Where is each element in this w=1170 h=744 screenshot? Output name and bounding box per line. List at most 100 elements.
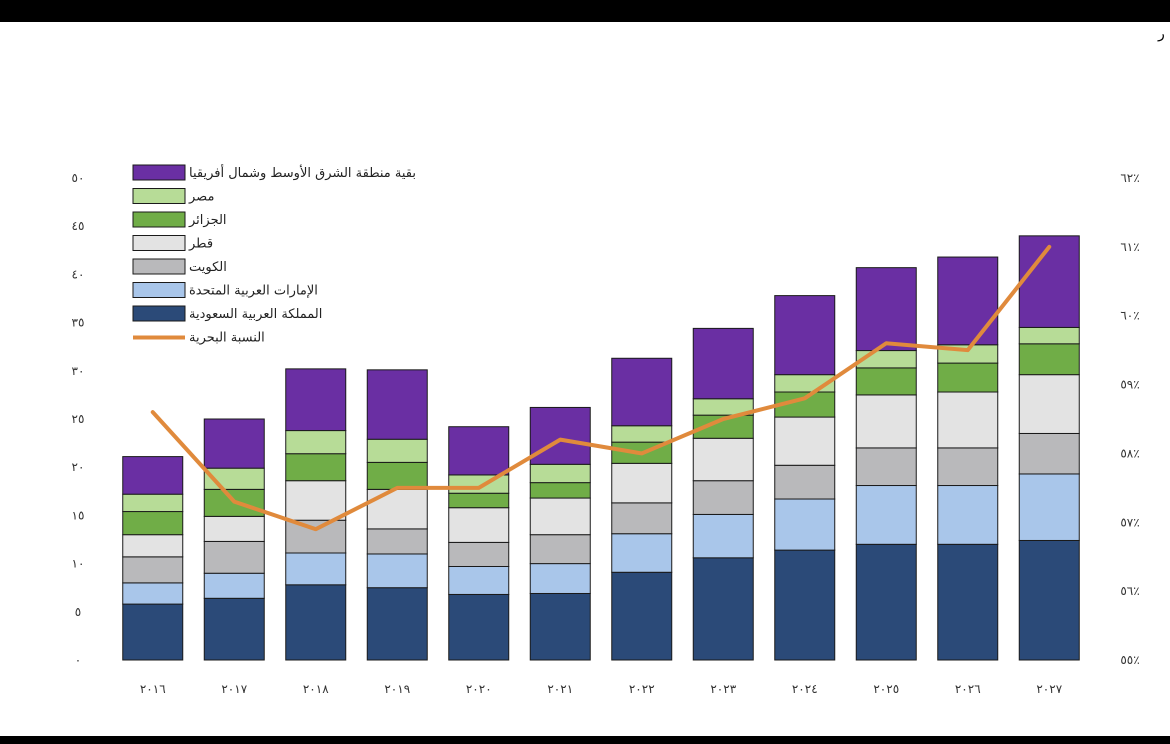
bar-segment (1018, 432, 1080, 475)
bar-segment (366, 587, 428, 661)
bar-segment (203, 597, 265, 661)
bar-segment (1018, 326, 1080, 345)
legend-swatch (132, 305, 186, 322)
x-tick-label: ٢٠٢٦ (955, 682, 981, 696)
y-tick-label: ٤٥ (72, 219, 85, 233)
y-tick-label: ٢٠ (72, 460, 85, 474)
bar-segment (529, 592, 591, 661)
line-path (150, 244, 1052, 532)
sea-share-line-series (150, 244, 1052, 532)
legend-label: بقية منطقة الشرق الأوسط وشمال أفريقيا (189, 164, 416, 181)
bar-segment (203, 540, 265, 574)
bar-segment (529, 463, 591, 484)
x-tick-label: ٢٠١٧ (221, 682, 247, 696)
bar-segment (611, 462, 673, 504)
bar-segment (203, 515, 265, 542)
legend-swatch (132, 258, 186, 275)
bar-segment (366, 369, 428, 440)
y-tick-label: ١٠ (72, 557, 85, 571)
bar-segment (1018, 235, 1080, 328)
bar-segment (611, 357, 673, 427)
legend: بقية منطقة الشرق الأوسط وشمال أفريقيا مصر… (132, 164, 416, 346)
bar-segment (529, 534, 591, 565)
bar-segment (774, 498, 836, 551)
y2-tick-label: ٥٧٪ (1120, 515, 1139, 529)
bar-segment (448, 593, 510, 661)
x-tick-label: ٢٠٢٧ (1036, 682, 1062, 696)
bar-segment (937, 543, 999, 661)
y-tick-label: ٤٠ (72, 267, 85, 281)
bar-segment (1018, 539, 1080, 661)
bar-segment (937, 391, 999, 449)
y-tick-label: ٠ (75, 653, 81, 667)
y2-tick-label: ٥٩٪ (1120, 378, 1139, 392)
y2-tick-label: ٦٠٪ (1120, 309, 1139, 323)
x-tick-label: ٢٠٢٠ (466, 682, 492, 696)
corner-glyph: ر (1158, 26, 1165, 42)
y2-tick-label: ٥٨٪ (1120, 446, 1139, 460)
bar-segment (285, 552, 347, 586)
y-tick-label: ٢٥ (72, 412, 85, 426)
bar-segment (529, 563, 591, 594)
bar-segment (855, 394, 917, 449)
bar-segment (448, 565, 510, 595)
bar-segment (122, 556, 184, 584)
bar-segment (611, 533, 673, 573)
bar-segment (448, 541, 510, 567)
bar-segment (285, 453, 347, 482)
legend-swatch (132, 211, 186, 228)
right-y-axis: ٥٥٪ ٥٦٪ ٥٧٪ ٥٨٪ ٥٩٪ ٦٠٪ ٦١٪ ٦٢٪ (1120, 171, 1139, 667)
bar-segment (285, 430, 347, 455)
bar-segment (855, 447, 917, 487)
bar-segment (692, 480, 754, 515)
bar-segment (285, 584, 347, 661)
x-tick-label: ٢٠٢١ (547, 682, 573, 696)
bar-segment (285, 480, 347, 521)
bar-segment (122, 456, 184, 495)
bar-segment (529, 406, 591, 465)
bar-segment (937, 485, 999, 545)
bar-segment (285, 519, 347, 554)
bar-segment (122, 511, 184, 536)
bar-segment (855, 267, 917, 352)
bar-segment (122, 534, 184, 558)
y2-tick-label: ٥٥٪ (1120, 653, 1139, 667)
y-tick-label: ٣٥ (72, 316, 85, 330)
bar-segment (366, 528, 428, 555)
bar-segment (855, 367, 917, 396)
bar-segment (285, 368, 347, 432)
top-black-band (0, 0, 1170, 22)
bar-segment (937, 362, 999, 393)
bar-segment (774, 549, 836, 661)
bar-segment (448, 507, 510, 543)
y2-tick-label: ٥٦٪ (1120, 584, 1139, 598)
x-tick-label: ٢٠١٨ (303, 682, 329, 696)
bar-segment (1018, 343, 1080, 376)
x-tick-label: ٢٠٢٥ (873, 682, 899, 696)
bar-segment (122, 493, 184, 513)
legend-label: الجزائر (188, 213, 227, 228)
legend-label: مصر (188, 190, 214, 205)
legend-swatch (132, 188, 186, 204)
bar-segment (611, 425, 673, 443)
bar-segment (611, 571, 673, 661)
x-tick-label: ٢٠٢٢ (629, 682, 655, 696)
bar-segment (366, 461, 428, 490)
bar-stacks (122, 235, 1080, 661)
bar-segment (692, 327, 754, 400)
y-tick-label: ٥ (75, 605, 81, 619)
x-tick-label: ٢٠٢٣ (710, 682, 736, 696)
bar-segment (774, 416, 836, 466)
bar-segment (692, 513, 754, 559)
left-y-axis: ٠ ٥ ١٠ ١٥ ٢٠ ٢٥ ٣٠ ٣٥ ٤٠ ٤٥ ٥٠ (72, 171, 85, 667)
legend-swatch (132, 235, 186, 251)
legend-label: النسبة البحرية (189, 331, 265, 346)
bar-segment (1018, 374, 1080, 434)
legend-label: قطر (188, 237, 213, 252)
bar-segment (529, 497, 591, 536)
legend-label: الإمارات العربية المتحدة (189, 284, 318, 299)
bar-segment (937, 256, 999, 346)
bar-segment (203, 572, 265, 599)
x-tick-label: ٢٠١٦ (140, 682, 166, 696)
